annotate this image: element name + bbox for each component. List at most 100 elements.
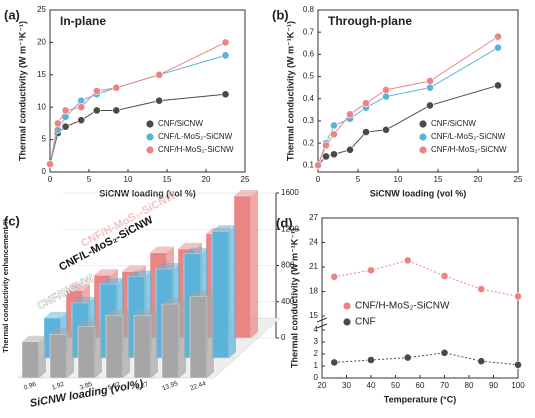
- data-point: [440, 348, 449, 357]
- legend-label: CNF/H-MoS₂-SiCNW: [431, 145, 507, 154]
- legend-marker: [146, 146, 154, 154]
- y-tick-label: 0.6: [303, 49, 315, 58]
- bar-side: [207, 290, 214, 378]
- x-tick-label: 3.85: [79, 381, 94, 392]
- bar-front: [21, 341, 40, 379]
- bar-top: [156, 262, 180, 269]
- data-point: [330, 272, 339, 281]
- y-tick-label: 0: [314, 373, 319, 382]
- plot-frame: [49, 9, 246, 173]
- y-tick-label: 0.7: [303, 27, 315, 36]
- y-tick-label: 0.4: [303, 94, 315, 103]
- bar-top: [184, 247, 208, 254]
- data-point: [112, 106, 121, 115]
- x-tick-label: 90: [489, 381, 498, 390]
- series-line: [334, 259, 519, 297]
- x-tick-label: 5: [87, 175, 92, 184]
- data-point: [77, 116, 86, 125]
- bar-top: [178, 242, 202, 249]
- data-point: [53, 119, 62, 128]
- legend-label: CNF/SiCNW: [431, 119, 476, 128]
- y-tick-label: 4: [314, 325, 319, 334]
- x-tick-label: 25: [514, 175, 523, 184]
- data-point: [362, 99, 370, 108]
- data-point: [314, 161, 322, 170]
- x-tick-label: 30: [342, 381, 351, 390]
- y-tick-label: 24: [309, 238, 318, 247]
- series-line: [334, 352, 519, 366]
- y-tick-label: 1: [314, 361, 319, 370]
- legend-marker: [419, 133, 427, 141]
- bar-top: [100, 277, 124, 284]
- plot-frame: [317, 9, 519, 173]
- x-tick-label: 0: [48, 175, 53, 184]
- y-tick-label: 27: [309, 213, 318, 222]
- data-point: [221, 38, 230, 47]
- data-point: [77, 103, 86, 112]
- bar-front: [189, 296, 208, 379]
- x-tick-label: 15: [434, 175, 443, 184]
- bar: [211, 225, 236, 359]
- data-point: [155, 96, 164, 105]
- x-tick-label: 5.82: [107, 381, 122, 392]
- data-point: [322, 141, 330, 150]
- y-tick-label: 2: [314, 349, 319, 358]
- bar-top: [22, 335, 46, 342]
- y-tick-label: 15: [37, 70, 46, 79]
- bar-top: [78, 320, 102, 327]
- panel-label: (c): [4, 213, 20, 228]
- data-point: [330, 130, 338, 139]
- bar-top: [122, 265, 146, 272]
- y-tick-label: 1200: [281, 224, 299, 233]
- data-point: [403, 353, 412, 362]
- data-point: [346, 145, 354, 154]
- bar-top: [134, 309, 158, 316]
- y-tick-label: 400: [281, 297, 295, 306]
- x-tick-label: 25: [241, 175, 250, 184]
- y-tick-label: 5: [42, 135, 47, 144]
- bar-side: [151, 309, 158, 378]
- data-point: [362, 128, 370, 136]
- x-tick-label: 50: [391, 381, 400, 390]
- x-tick-label: 20: [318, 381, 327, 390]
- bar-side: [229, 225, 236, 358]
- y-tick-label: 0.2: [303, 138, 315, 147]
- legend-marker: [343, 302, 351, 310]
- x-tick-label: 100: [511, 381, 525, 390]
- legend-label: CNF: [355, 317, 376, 328]
- annotation: Through-plane: [328, 14, 412, 28]
- bar-side: [251, 189, 258, 338]
- bar-front: [105, 315, 124, 379]
- y-tick-label: 25: [37, 5, 46, 14]
- bar: [133, 309, 158, 379]
- bar-top: [66, 284, 90, 291]
- x-tick-label: 0.96: [23, 381, 38, 392]
- x-axis-label: SiCNW loading (vol %): [99, 188, 196, 198]
- data-point: [367, 266, 375, 275]
- bar-front: [233, 195, 252, 339]
- x-tick-label: 5: [356, 175, 361, 184]
- y-tick-label: 0: [42, 167, 47, 176]
- data-point: [77, 96, 86, 105]
- bar-front: [211, 230, 230, 359]
- data-point: [440, 272, 449, 280]
- x-tick-label: 15: [163, 175, 172, 184]
- data-point: [330, 358, 339, 367]
- y-tick-label: 0.8: [303, 5, 315, 14]
- legend-label: CNF/L-MoS₂-SiCNW: [158, 132, 233, 141]
- bar-top: [94, 269, 118, 276]
- bar: [77, 320, 102, 379]
- bar-side: [39, 335, 46, 378]
- y-tick-label: 18: [309, 287, 318, 296]
- bar-top: [44, 311, 68, 318]
- legend-marker: [146, 133, 154, 141]
- bar-top: [106, 309, 130, 316]
- data-point: [426, 101, 434, 110]
- y-axis-label: Thermal conductivity enhancement %: [1, 218, 10, 353]
- legend-marker: [419, 120, 427, 128]
- y-axis-label: Thermal conductivity (W m⁻¹K⁻¹): [289, 228, 299, 368]
- y-tick-label: 20: [37, 38, 46, 47]
- bar: [233, 189, 258, 339]
- bar-side: [179, 297, 186, 378]
- x-tick-label: 1.92: [51, 381, 66, 392]
